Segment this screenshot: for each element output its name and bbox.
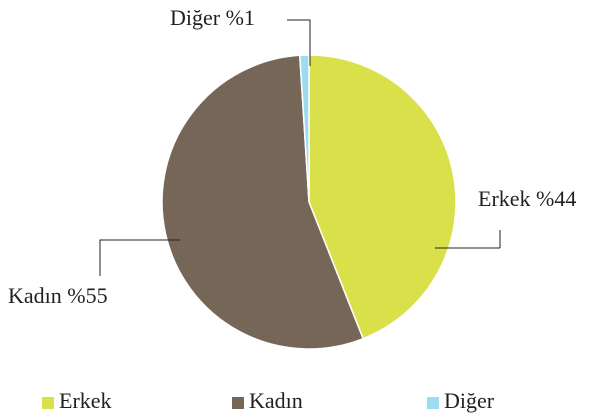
legend-swatch [427,397,439,409]
pie-slice [161,54,365,350]
data-label: Erkek %44 [478,186,576,211]
legend-swatch [232,397,244,409]
leader-line [99,239,180,276]
legend-label: Diğer [444,388,495,413]
pie-slice [298,54,310,203]
data-label: Kadın %55 [8,283,108,308]
leader-line [287,19,311,66]
legend-label: Kadın [249,388,303,413]
legend-swatch [42,397,54,409]
legend-label: Erkek [59,388,112,413]
pie-slice [308,54,457,340]
data-label: Diğer %1 [170,5,255,30]
